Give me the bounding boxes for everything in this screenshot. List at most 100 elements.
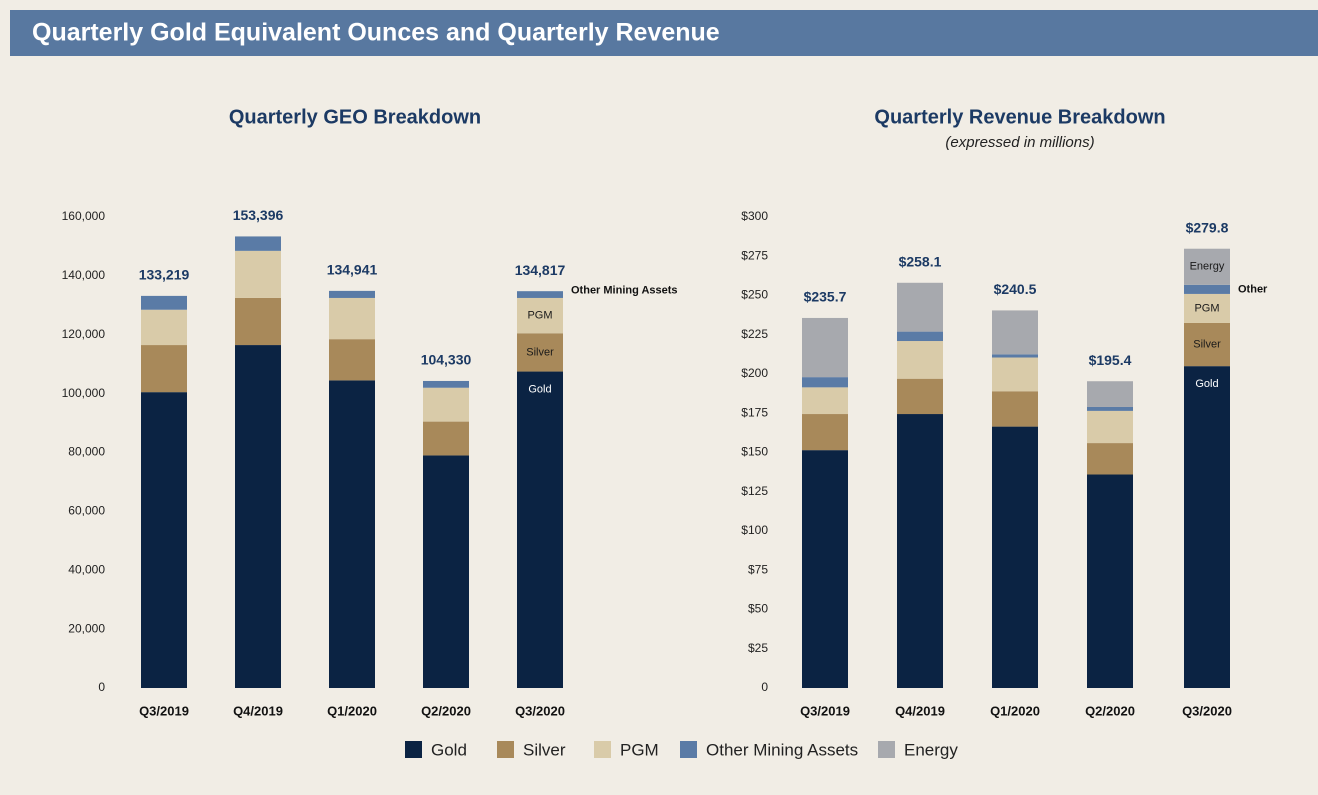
x-tick-label: Q3/2019	[800, 703, 850, 718]
x-tick-label: Q4/2019	[233, 703, 283, 718]
legend-label: Energy	[904, 740, 958, 759]
bar-segment	[235, 236, 281, 251]
bar-segment	[802, 377, 848, 388]
segment-label: Gold	[528, 383, 551, 395]
bar-segment	[141, 392, 187, 688]
legend-label: Other Mining Assets	[706, 740, 858, 759]
total-label: $240.5	[994, 281, 1037, 297]
legend-swatch	[878, 741, 895, 758]
y-tick-label: 20,000	[68, 621, 105, 635]
x-tick-label: Q3/2020	[515, 703, 565, 718]
segment-label: PGM	[527, 310, 552, 322]
header-bar	[10, 10, 1318, 56]
total-label: $195.4	[1089, 352, 1132, 368]
header-title: Quarterly Gold Equivalent Ounces and Qua…	[32, 19, 720, 47]
bar-segment	[235, 250, 281, 298]
bar-segment	[897, 282, 943, 332]
bar-segment	[992, 426, 1038, 688]
segment-label: Energy	[1190, 261, 1225, 273]
y-tick-label: 120,000	[62, 327, 106, 341]
bar-segment	[1184, 322, 1230, 367]
bar-segment	[235, 345, 281, 688]
y-tick-label: $75	[748, 562, 768, 576]
bar-segment	[1087, 443, 1133, 475]
bar-segment	[1087, 381, 1133, 407]
x-tick-label: Q4/2019	[895, 703, 945, 718]
bar-segment	[897, 341, 943, 379]
bar-segment	[423, 380, 469, 388]
bar-segment	[141, 345, 187, 393]
x-tick-label: Q3/2020	[1182, 703, 1232, 718]
total-label: 134,941	[327, 261, 378, 277]
bar-segment	[992, 357, 1038, 392]
y-tick-label: 0	[98, 680, 105, 694]
total-label: 153,396	[233, 207, 284, 223]
y-tick-label: 40,000	[68, 562, 105, 576]
bar-segment	[897, 378, 943, 415]
segment-label: Other	[1238, 283, 1268, 295]
bar-segment	[329, 339, 375, 381]
bar-segment	[329, 380, 375, 688]
x-tick-label: Q1/2020	[327, 703, 377, 718]
legend-swatch	[497, 741, 514, 758]
bar-segment	[897, 414, 943, 688]
x-tick-label: Q2/2020	[1085, 703, 1135, 718]
bar-segment	[1087, 410, 1133, 444]
x-tick-label: Q3/2019	[139, 703, 189, 718]
bar-segment	[1184, 293, 1230, 323]
bar-segment	[517, 291, 563, 298]
y-tick-label: 60,000	[68, 504, 105, 518]
bar-segment	[517, 333, 563, 372]
x-tick-label: Q1/2020	[990, 703, 1040, 718]
bar-segment	[329, 290, 375, 298]
legend-label: Silver	[523, 740, 566, 759]
bar-segment	[1184, 366, 1230, 688]
bar-segment	[329, 297, 375, 340]
bar-segment	[423, 387, 469, 422]
y-tick-label: $50	[748, 602, 768, 616]
bar-segment	[141, 295, 187, 310]
bar-segment	[517, 371, 563, 688]
total-label: 104,330	[421, 352, 472, 368]
y-tick-label: $300	[741, 209, 768, 223]
chart-subtitle: (expressed in millions)	[945, 134, 1094, 151]
bar-segment	[802, 450, 848, 688]
x-tick-label: Q2/2020	[421, 703, 471, 718]
bar-segment	[992, 354, 1038, 358]
total-label: $258.1	[899, 253, 942, 269]
bar-segment	[1087, 474, 1133, 688]
y-tick-label: $175	[741, 405, 768, 419]
bar-segment	[802, 414, 848, 451]
y-tick-label: 0	[761, 680, 768, 694]
bar-segment	[802, 387, 848, 415]
y-tick-label: $125	[741, 484, 768, 498]
y-tick-label: $225	[741, 327, 768, 341]
bar-segment	[141, 309, 187, 346]
bar-segment	[423, 421, 469, 456]
bar-segment	[235, 297, 281, 346]
bar-segment	[802, 317, 848, 378]
legend-swatch	[405, 741, 422, 758]
segment-label: Silver	[526, 346, 554, 358]
bar-segment	[992, 391, 1038, 427]
total-label: 134,817	[515, 262, 566, 278]
total-label: 133,219	[139, 267, 190, 283]
segment-label: PGM	[1194, 302, 1219, 314]
legend-swatch	[680, 741, 697, 758]
legend-swatch	[594, 741, 611, 758]
y-tick-label: 160,000	[62, 209, 106, 223]
segment-label: Other Mining Assets	[571, 284, 678, 296]
total-label: $235.7	[804, 289, 847, 305]
bar-segment	[517, 297, 563, 334]
chart-title: Quarterly GEO Breakdown	[229, 106, 481, 128]
bar-segment	[897, 331, 943, 342]
y-tick-label: $25	[748, 641, 768, 655]
bar-segment	[1087, 406, 1133, 411]
y-tick-label: $150	[741, 445, 768, 459]
y-tick-label: 80,000	[68, 445, 105, 459]
y-tick-label: 140,000	[62, 268, 106, 282]
bar-segment	[992, 310, 1038, 355]
bar-segment	[1184, 284, 1230, 294]
y-tick-label: $200	[741, 366, 768, 380]
total-label: $279.8	[1186, 219, 1229, 235]
